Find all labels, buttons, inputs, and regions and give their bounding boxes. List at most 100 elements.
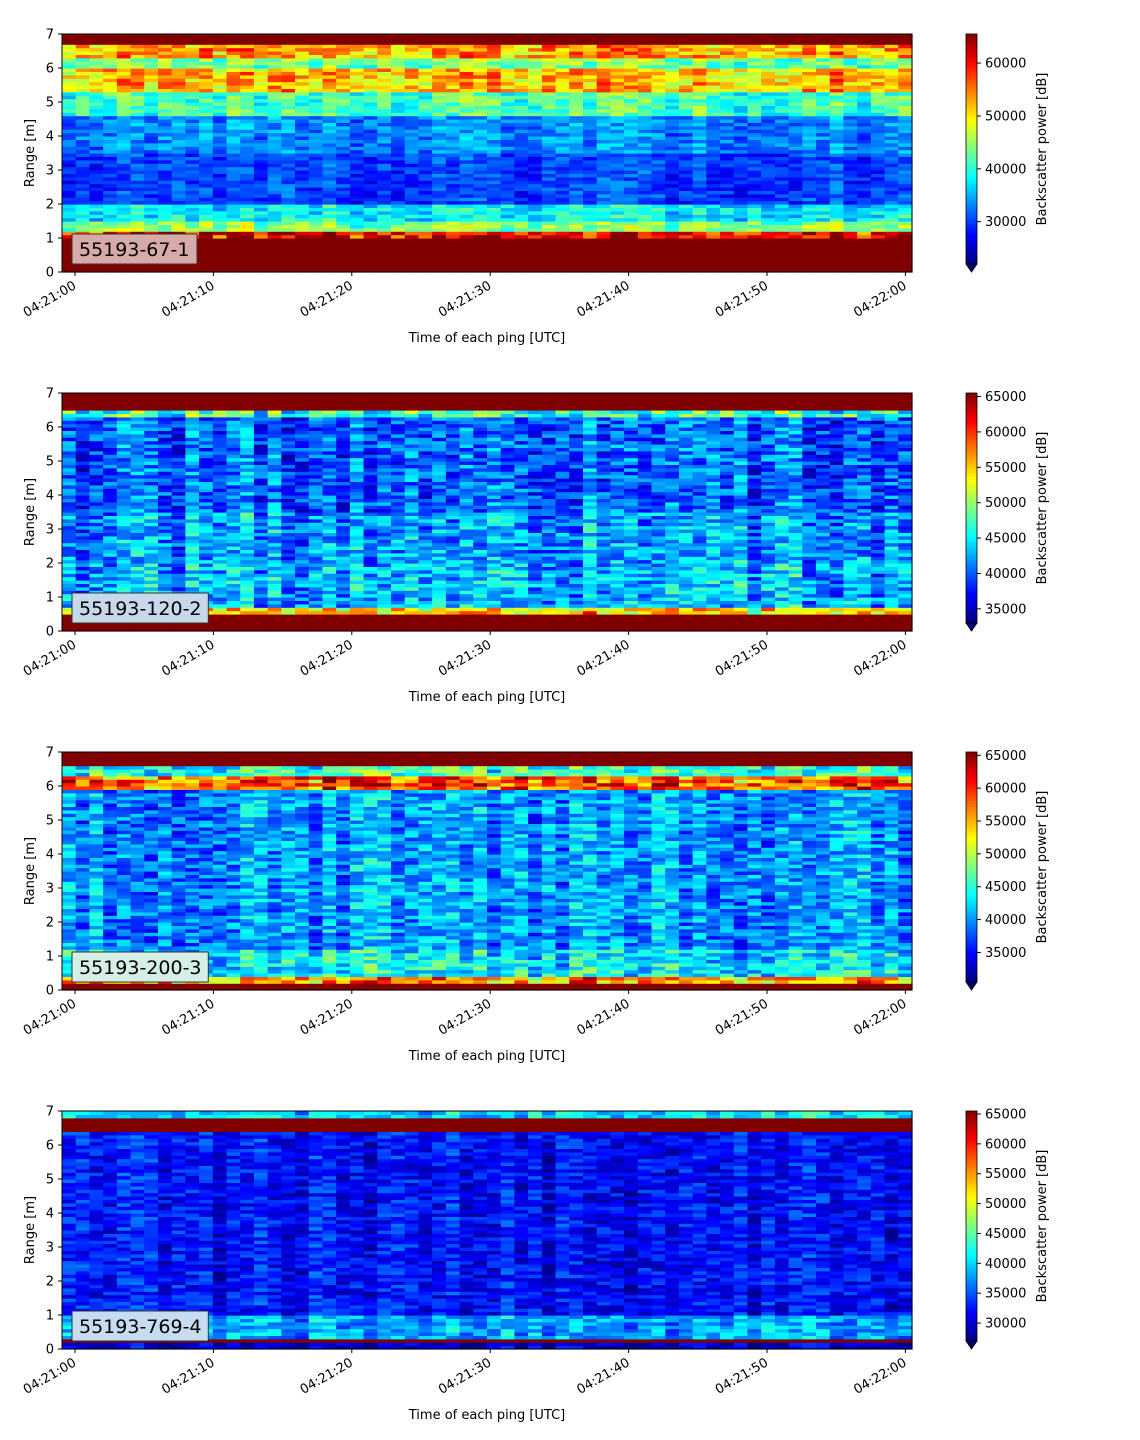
heatmap-cell: [597, 265, 611, 269]
heatmap-cell: [816, 252, 830, 256]
heatmap-cell: [473, 265, 487, 269]
heatmap-cell: [542, 194, 556, 198]
heatmap-cell: [501, 150, 515, 154]
heatmap-cell: [76, 184, 90, 188]
heatmap-cell: [487, 143, 501, 147]
heatmap-cell: [665, 201, 679, 205]
heatmap-cell: [597, 34, 611, 38]
heatmap-cell: [309, 34, 323, 38]
heatmap-cell: [254, 167, 268, 171]
heatmap-cell: [446, 160, 460, 164]
heatmap-cell: [652, 143, 666, 147]
heatmap-cell: [473, 194, 487, 198]
heatmap-cell: [679, 150, 693, 154]
heatmap-cell: [172, 34, 186, 38]
heatmap-cell: [693, 143, 707, 147]
heatmap-cell: [734, 245, 748, 249]
heatmap-cell: [569, 177, 583, 181]
heatmap-cell: [706, 184, 720, 188]
heatmap-cell: [761, 211, 775, 215]
heatmap-cell: [583, 34, 597, 38]
heatmap-cell: [144, 488, 158, 492]
y-tick-label: 6: [46, 62, 54, 77]
heatmap-cell: [501, 228, 515, 232]
heatmap-cell: [281, 245, 295, 249]
heatmap-cell: [336, 143, 350, 147]
heatmap-cell: [871, 228, 885, 232]
heatmap-cell: [514, 160, 528, 164]
heatmap-cell: [213, 177, 227, 181]
heatmap-cell: [473, 245, 487, 249]
heatmap-cell: [89, 437, 103, 441]
heatmap-cell: [556, 235, 570, 239]
heatmap-cell: [487, 228, 501, 232]
heatmap-cell: [734, 150, 748, 154]
colorbar-swatch: [966, 224, 977, 227]
heatmap-cell: [336, 150, 350, 154]
heatmap-cell: [76, 194, 90, 198]
heatmap-cell: [172, 150, 186, 154]
heatmap-cell: [597, 228, 611, 232]
heatmap-cell: [350, 265, 364, 269]
heatmap-cell: [62, 150, 76, 154]
heatmap-cell: [556, 184, 570, 188]
heatmap-cell: [460, 143, 474, 147]
heatmap-cell: [158, 184, 172, 188]
heatmap-cell: [857, 143, 871, 147]
heatmap-cell: [528, 218, 542, 222]
heatmap-cell: [185, 211, 199, 215]
heatmap-cell: [597, 143, 611, 147]
heatmap-cell: [185, 34, 199, 38]
heatmap-cell: [391, 150, 405, 154]
heatmap-cell: [350, 133, 364, 137]
x-tick-label: 04:21:00: [21, 278, 79, 320]
heatmap-cell: [322, 150, 336, 154]
heatmap-cell: [569, 160, 583, 164]
heatmap-cell: [227, 184, 241, 188]
colorbar-swatch: [966, 241, 977, 244]
heatmap-cell: [185, 133, 199, 137]
heatmap-cell: [103, 150, 117, 154]
heatmap-cell: [679, 228, 693, 232]
heatmap-cell: [199, 34, 213, 38]
heatmap-cell: [76, 437, 90, 441]
heatmap-cell: [898, 265, 912, 269]
heatmap-cell: [377, 160, 391, 164]
heatmap-cell: [569, 184, 583, 188]
colorbar-swatch: [966, 40, 977, 43]
y-tick-label: 0: [46, 266, 54, 281]
heatmap-cell: [898, 252, 912, 256]
heatmap-cell: [679, 211, 693, 215]
heatmap-cell: [295, 252, 309, 256]
heatmap-cell: [761, 201, 775, 205]
heatmap-cell: [117, 177, 131, 181]
heatmap-cell: [322, 252, 336, 256]
heatmap-cell: [652, 167, 666, 171]
heatmap-cell: [514, 201, 528, 205]
heatmap-cell: [706, 177, 720, 181]
heatmap-cell: [706, 218, 720, 222]
heatmap-cell: [679, 143, 693, 147]
heatmap-cell: [501, 265, 515, 269]
heatmap-cell: [418, 218, 432, 222]
heatmap-cell: [693, 150, 707, 154]
heatmap-cell: [213, 228, 227, 232]
heatmap-cell: [638, 177, 652, 181]
heatmap-cell: [322, 167, 336, 171]
heatmap-cell: [569, 143, 583, 147]
heatmap-cell: [158, 160, 172, 164]
heatmap-cell: [377, 252, 391, 256]
heatmap-cell: [117, 211, 131, 215]
heatmap-cell: [693, 34, 707, 38]
heatmap-cell: [213, 245, 227, 249]
heatmap-cell: [254, 194, 268, 198]
heatmap-cell: [885, 201, 899, 205]
heatmap-cell: [885, 218, 899, 222]
heatmap-cell: [295, 34, 309, 38]
heatmap-cell: [117, 471, 131, 475]
heatmap-cell: [131, 150, 145, 154]
heatmap-cell: [583, 143, 597, 147]
heatmap-cell: [871, 252, 885, 256]
heatmap-cell: [240, 235, 254, 239]
